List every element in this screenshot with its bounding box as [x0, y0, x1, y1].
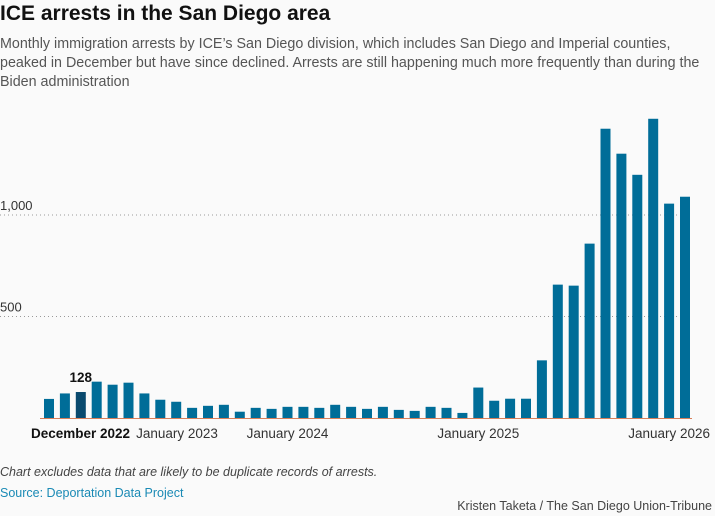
x-tick-label: January 2026	[628, 426, 710, 441]
bar-jul-2024	[377, 406, 388, 418]
bar-mar-2025	[505, 398, 516, 418]
highlight-date-label: December 2022	[31, 426, 130, 441]
bar-feb-2025	[489, 400, 500, 418]
bar-nov-2024	[441, 407, 452, 418]
bar-jul-2023	[187, 407, 198, 418]
bar-feb-2024	[298, 406, 309, 418]
bar-aug-2025	[584, 243, 595, 418]
bar-apr-2024	[330, 404, 341, 418]
bar-jun-2023	[171, 401, 182, 418]
x-tick-label: January 2025	[437, 426, 519, 441]
bar-jan-2025	[473, 387, 484, 418]
bar-sep-2025	[600, 128, 611, 418]
highlight-value-label: 128	[70, 370, 93, 385]
y-tick-label: 500	[0, 300, 22, 315]
bar-may-2024	[346, 406, 357, 418]
bar-dec-2023	[266, 408, 277, 418]
bar-jul-2025	[568, 285, 579, 418]
chart-subtitle: Monthly immigration arrests by ICE’s San…	[0, 36, 700, 90]
bar-jun-2024	[362, 408, 372, 418]
bar-oct-2025	[616, 153, 627, 418]
bar-mar-2023	[123, 382, 134, 418]
x-tick-label: January 2024	[247, 426, 329, 441]
bar-dec-2025	[648, 118, 659, 418]
bar-may-2023	[155, 399, 166, 418]
bar-oct-2022	[44, 398, 54, 418]
bar-jan-2023	[91, 381, 102, 418]
bar-oct-2023	[234, 411, 245, 418]
bar-jan-2026	[664, 203, 675, 418]
bar-nov-2023	[250, 407, 261, 418]
bar-sep-2024	[409, 410, 420, 418]
bar-mar-2024	[314, 407, 325, 418]
x-tick-label: January 2023	[136, 426, 218, 441]
bar-feb-2026	[680, 196, 690, 418]
bar-jan-2024	[282, 406, 293, 418]
bar-dec-2022	[75, 392, 86, 418]
y-tick-label: 1,000	[0, 198, 33, 213]
bar-may-2025	[536, 360, 547, 418]
bar-apr-2025	[521, 398, 531, 418]
source-link[interactable]: Source: Deportation Data Project	[0, 486, 184, 500]
credit: Kristen Taketa / The San Diego Union-Tri…	[457, 499, 712, 513]
bar-apr-2023	[139, 393, 150, 418]
bar-nov-2025	[632, 174, 643, 418]
bar-oct-2024	[425, 406, 436, 418]
bar-chart: 500 1,000 December 2022 January 2023 January…	[0, 118, 710, 441]
bar-dec-2024	[457, 412, 468, 418]
chart-note: Chart excludes data that are likely to b…	[0, 465, 378, 479]
bar-jun-2025	[552, 284, 563, 418]
chart-title: ICE arrests in the San Diego area	[0, 2, 331, 25]
bar-aug-2023	[203, 405, 213, 418]
bar-nov-2022	[59, 393, 70, 418]
bar-sep-2023	[218, 404, 229, 418]
bar-feb-2023	[107, 384, 118, 418]
bar-aug-2024	[393, 409, 404, 418]
